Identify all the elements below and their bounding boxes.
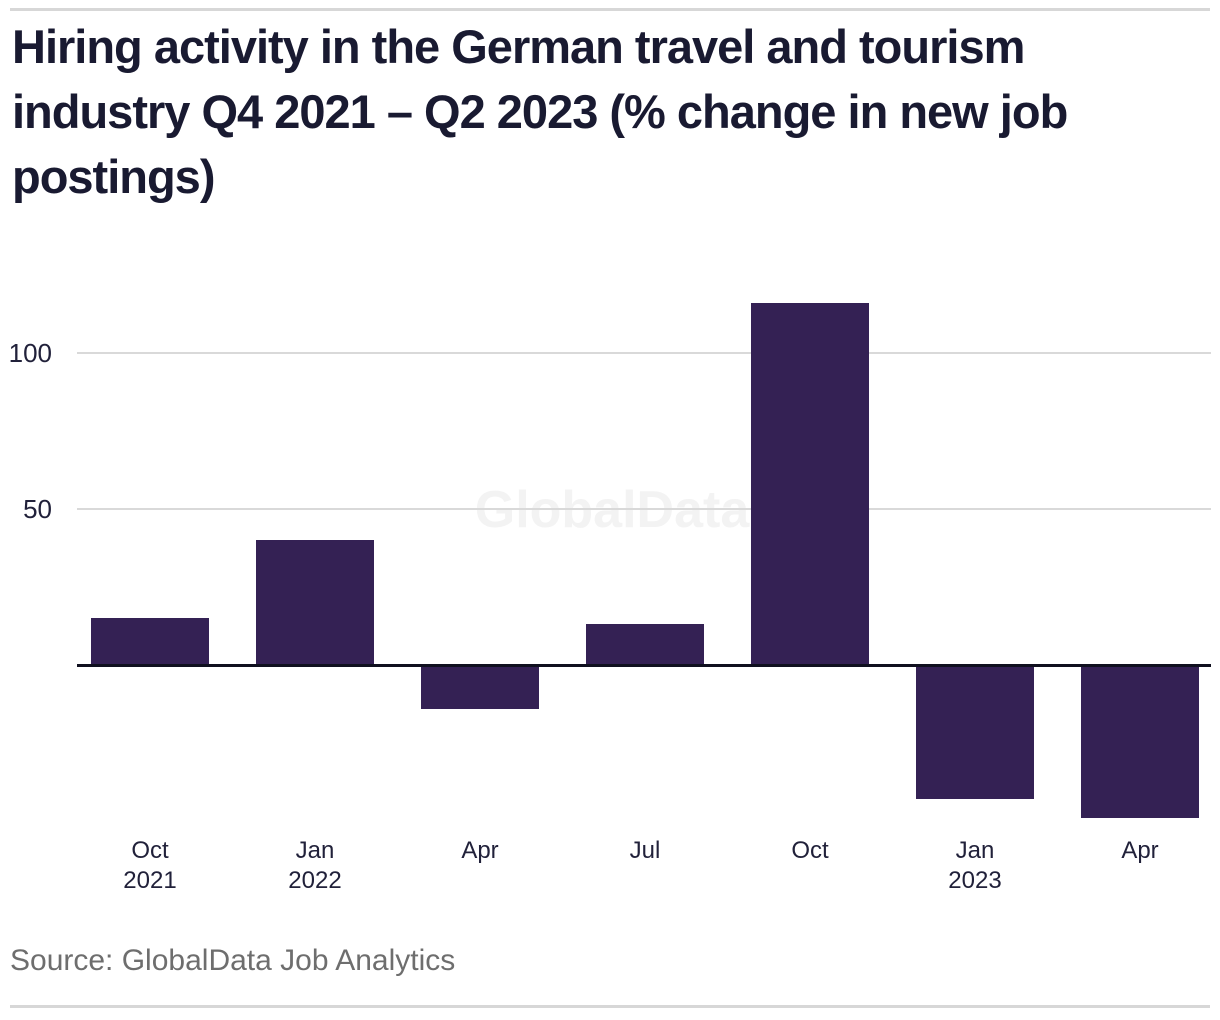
x-tick-label-line: Jan [295,837,335,864]
x-tick-label-line: 2021 [123,867,177,894]
x-axis-zero-line [77,664,1211,667]
gridline-50 [77,508,1211,510]
bar-jan-2023 [916,665,1034,800]
y-tick-label-100: 100 [8,338,52,368]
chart-title: Hiring activity in the German travel and… [12,14,1068,209]
x-tick-label-line: Apr [461,837,499,864]
x-tick-label-apr-2023: Apr [1070,836,1210,866]
bar-oct-2022 [751,303,869,665]
x-tick-label-oct-2021: Oct 2021 [80,836,220,896]
x-tick-label-line: Oct [131,837,169,864]
bar-jul-2022 [586,624,704,665]
x-tick-label-line: Jul [629,837,661,864]
x-tick-label-line: 2023 [948,867,1002,894]
bar-apr-2023 [1081,665,1199,818]
bar-jan-2022 [256,540,374,665]
gridline-100 [77,352,1211,354]
x-tick-label-line: Oct [791,837,829,864]
top-divider [10,8,1210,11]
chart-title-line-1: Hiring activity in the German travel and… [12,20,1025,73]
x-tick-label-jul-2022: Jul [575,836,715,866]
x-tick-label-jan-2022: Jan 2022 [245,836,385,896]
x-tick-label-apr-2022: Apr [410,836,550,866]
y-tick-label-50: 50 [23,494,52,524]
x-tick-label-oct-2022: Oct [740,836,880,866]
bar-oct-2021 [91,618,209,665]
x-tick-label-line: Apr [1121,837,1159,864]
bottom-divider [10,1005,1210,1008]
chart-title-line-2: industry Q4 2021 – Q2 2023 (% change in … [12,85,1068,138]
chart-title-line-3: postings) [12,150,215,203]
globaldata-watermark: GlobalData [474,481,750,539]
x-tick-label-jan-2023: Jan 2023 [905,836,1045,896]
x-tick-label-line: 2022 [288,867,342,894]
x-tick-label-line: Jan [955,837,995,864]
source-caption: Source: GlobalData Job Analytics [10,944,456,977]
bar-apr-2022 [421,665,539,709]
